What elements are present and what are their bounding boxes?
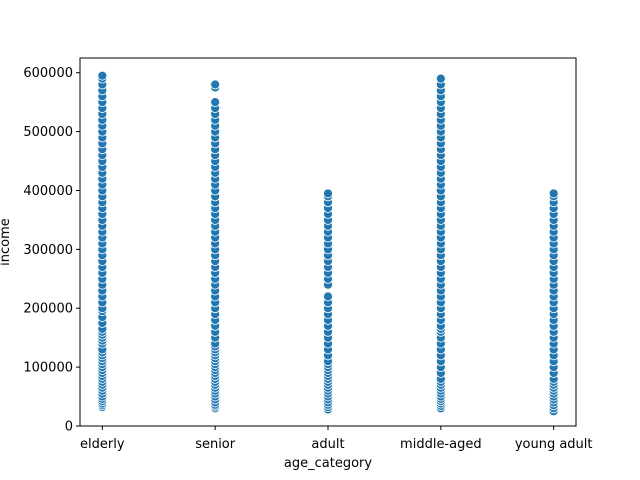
data-point [323,291,333,302]
x-axis-label: age_category [284,456,372,471]
data-point [210,79,221,90]
y-tick-label: 100000 [23,361,73,376]
x-tick-label: young adult [515,437,593,452]
y-axis-label: income [0,218,13,266]
y-axis-ticks: 0 100000 200000 300000 400000 500000 600000 [23,66,80,435]
y-tick-label: 500000 [23,125,73,140]
data-points [97,70,559,417]
x-tick-label: middle-aged [400,437,482,452]
x-tick-label: elderly [80,437,125,452]
y-tick-label: 400000 [23,184,73,199]
data-point [97,70,108,81]
y-tick-label: 300000 [23,243,73,258]
data-point [323,188,333,199]
data-point [210,97,221,108]
y-tick-label: 200000 [23,302,73,317]
data-point [548,188,559,199]
y-tick-label: 0 [65,420,73,435]
x-tick-label: senior [195,437,236,452]
x-axis-ticks: elderly senior adult middle-aged young adult [80,426,593,452]
y-tick-label: 600000 [23,66,73,81]
data-point [435,73,446,84]
x-tick-label: adult [311,437,344,452]
